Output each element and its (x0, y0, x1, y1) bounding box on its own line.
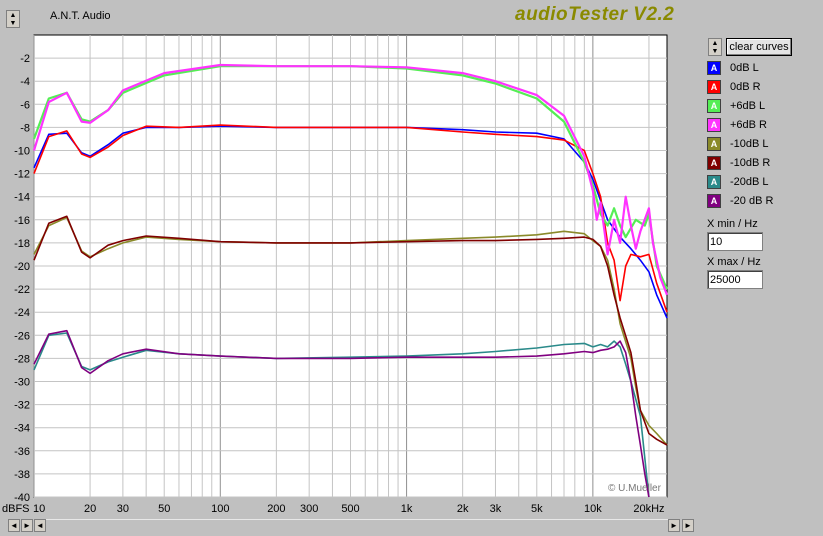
y-tick-label: -10 (14, 146, 30, 158)
spinner-up-icon[interactable]: ▲ (9, 12, 17, 19)
xmin-input[interactable] (707, 232, 763, 251)
x-tick-label: 5k (531, 503, 543, 515)
legend-item[interactable]: A +6dB L (707, 98, 807, 116)
scroll-left-icon[interactable]: ◄ (34, 519, 46, 532)
legend-item[interactable]: A -20dB L (707, 174, 807, 192)
legend-item[interactable]: A +6dB R (707, 117, 807, 135)
legend-swatch-icon[interactable]: A (707, 194, 721, 208)
clear-curves-button[interactable]: clear curves (726, 38, 792, 56)
x-tick-label: 20 (84, 503, 96, 515)
y-tick-label: -2 (20, 53, 30, 65)
top-spinner[interactable]: ▲ ▼ (6, 10, 20, 28)
xmax-label: X max / Hz (707, 256, 761, 268)
y-tick-label: -4 (20, 76, 30, 88)
y-tick-label: -8 (20, 122, 30, 134)
series-line-4 (32, 63, 669, 296)
series-line-7 (33, 332, 650, 498)
plot-grid (33, 35, 667, 498)
x-tick-label: 300 (300, 503, 318, 515)
x-tick-label: 500 (341, 503, 359, 515)
x-tick-label: 200 (267, 503, 285, 515)
y-tick-label: -20 (14, 261, 30, 273)
legend-label: 0dB R (730, 81, 761, 93)
spinner-down-icon[interactable]: ▼ (9, 20, 17, 27)
y-tick-label: -14 (14, 192, 30, 204)
x-tick-label: 1k (401, 503, 413, 515)
x-axis-labels: 10 20 30 50 100 200 300 500 1k 2k 3k 5k 10k 20kHz (33, 503, 665, 515)
legend-swatch-icon[interactable]: A (707, 175, 721, 189)
legend-item[interactable]: A 0dB R (707, 79, 807, 97)
legend-label: +6dB L (730, 100, 766, 112)
legend-label: -20 dB R (730, 195, 774, 207)
y-axis-labels: -2 -4 -6 -8 -10 -12 -14 -16 -18 -20 -22 -24 -26 -28 -3… (2, 53, 30, 515)
x-tick-label: 100 (211, 503, 229, 515)
y-tick-label: -32 (14, 400, 30, 412)
y-tick-label: -38 (14, 469, 30, 481)
curve-spinner[interactable]: ▲ ▼ (708, 38, 722, 56)
x-tick-label: 3k (490, 503, 502, 515)
legend-swatch-icon[interactable]: A (707, 99, 721, 113)
legend-label: -10dB L (730, 138, 769, 150)
x-tick-label: 20kHz (633, 503, 664, 515)
y-tick-label: -18 (14, 238, 30, 250)
legend-item[interactable]: A 0dB L (707, 60, 807, 78)
legend-swatch-icon[interactable]: A (707, 156, 721, 170)
y-tick-label: -34 (14, 423, 30, 435)
series-line-8 (33, 329, 650, 498)
x-tick-label: 10 (33, 503, 45, 515)
legend-item[interactable]: A -20 dB R (707, 193, 807, 211)
series-line-6 (33, 215, 668, 446)
y-tick-label: -16 (14, 215, 30, 227)
y-unit-label: dBFS (2, 503, 30, 515)
legend-swatch-icon[interactable]: A (707, 118, 721, 132)
legend-swatch-icon[interactable]: A (707, 137, 721, 151)
bottom-left-arrow-right-icon[interactable]: ► (21, 519, 33, 532)
spinner-down-icon[interactable]: ▼ (711, 48, 719, 55)
legend-label: -20dB L (730, 176, 769, 188)
legend-label: -10dB R (730, 157, 771, 169)
y-tick-label: -26 (14, 330, 30, 342)
xmax-input[interactable] (707, 270, 763, 289)
x-tick-label: 30 (117, 503, 129, 515)
app-title: audioTester V2.2 (515, 4, 675, 25)
copyright-text: © U.Mueller (608, 483, 661, 494)
y-tick-label: -40 (14, 492, 30, 504)
legend-item[interactable]: A -10dB L (707, 136, 807, 154)
x-tick-label: 50 (158, 503, 170, 515)
spinner-up-icon[interactable]: ▲ (711, 40, 719, 47)
y-tick-label: -28 (14, 353, 30, 365)
horizontal-scrollbar-track[interactable] (46, 519, 668, 533)
scroll-right-icon[interactable]: ► (668, 519, 680, 532)
y-tick-label: -22 (14, 284, 30, 296)
legend-swatch-icon[interactable]: A (707, 61, 721, 75)
legend-label: +6dB R (730, 119, 767, 131)
series-line-2 (33, 124, 668, 313)
xmin-label: X min / Hz (707, 218, 758, 230)
x-tick-label: 10k (584, 503, 602, 515)
legend-swatch-icon[interactable]: A (707, 80, 721, 94)
legend-label: 0dB L (730, 62, 759, 74)
y-tick-label: -6 (20, 99, 30, 111)
legend-item[interactable]: A -10dB R (707, 155, 807, 173)
series-layer (32, 63, 669, 498)
y-tick-label: -12 (14, 169, 30, 181)
bottom-left-arrow-left-icon[interactable]: ◄ (8, 519, 20, 532)
y-tick-label: -36 (14, 446, 30, 458)
series-line-5 (33, 216, 668, 446)
x-tick-label: 2k (457, 503, 469, 515)
y-tick-label: -30 (14, 377, 30, 389)
bottom-right-arrow-icon[interactable]: ► (682, 519, 694, 532)
y-tick-label: -24 (14, 307, 30, 319)
series-line-1 (33, 125, 668, 319)
app-name: A.N.T. Audio (50, 10, 111, 22)
